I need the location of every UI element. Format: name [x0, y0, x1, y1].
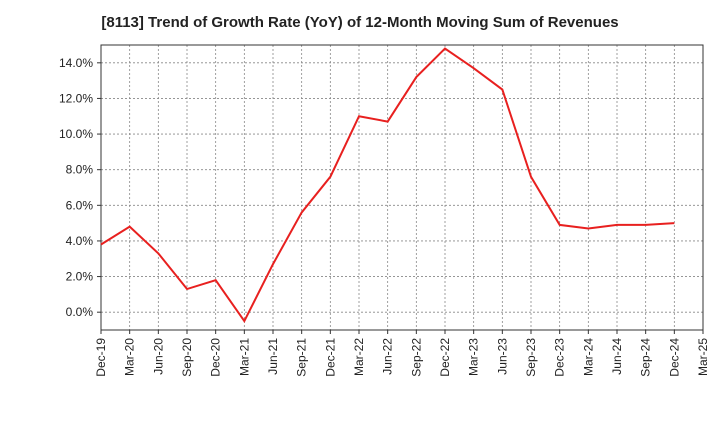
chart-title: [8113] Trend of Growth Rate (YoY) of 12-…: [101, 14, 619, 31]
x-tick-label: Mar-22: [352, 338, 366, 376]
series-line: [100, 47, 675, 324]
x-tick-label: Jun-23: [495, 338, 509, 375]
x-tick-label: Mar-23: [467, 338, 481, 376]
x-tick-label: Sep-24: [639, 338, 653, 377]
x-tick-label: Jun-20: [151, 338, 165, 375]
x-tick-label: Mar-24: [581, 338, 595, 376]
y-tick-labels: 0.0% 2.0% 4.0% 6.0% 8.0% 10.0% 12.0% 14.0%: [59, 56, 93, 319]
gridlines: [101, 45, 703, 330]
y-tick-label: 14.0%: [59, 56, 93, 70]
y-tick-label: 12.0%: [59, 91, 93, 105]
x-tick-label: Dec-23: [553, 338, 567, 377]
y-tick-label: 2.0%: [66, 270, 94, 284]
x-tick-label: Dec-24: [667, 338, 681, 377]
y-tick-label: 8.0%: [66, 163, 94, 177]
x-tick-label: Mar-25: [696, 338, 710, 376]
x-tick-label: Jun-22: [381, 338, 395, 375]
x-tick-label: Dec-22: [438, 338, 452, 377]
x-tick-label: Sep-22: [409, 338, 423, 377]
x-tick-label: Dec-20: [209, 338, 223, 377]
x-tick-labels: Dec-19 Mar-20 Jun-20 Sep-20 Dec-20 Mar-21 Jun-…: [94, 338, 710, 377]
x-tick-label: Jun-21: [266, 338, 280, 375]
x-tick-label: Mar-21: [237, 338, 251, 376]
y-tick-label: 4.0%: [66, 234, 94, 248]
x-tick-label: Mar-20: [123, 338, 137, 376]
plot-frame: [100, 44, 704, 331]
x-tick-label: Dec-21: [323, 338, 337, 377]
y-tick-label: 6.0%: [66, 198, 94, 212]
x-tick-label: Sep-23: [524, 338, 538, 377]
series-layer: [100, 47, 675, 324]
y-tick-label: 0.0%: [66, 305, 94, 319]
x-tick-label: Sep-20: [180, 338, 194, 377]
x-tick-label: Dec-19: [94, 338, 108, 377]
y-tick-label: 10.0%: [59, 127, 93, 141]
x-tick-label: Jun-24: [610, 338, 624, 375]
x-tick-label: Sep-21: [295, 338, 309, 377]
axes: [97, 44, 704, 334]
